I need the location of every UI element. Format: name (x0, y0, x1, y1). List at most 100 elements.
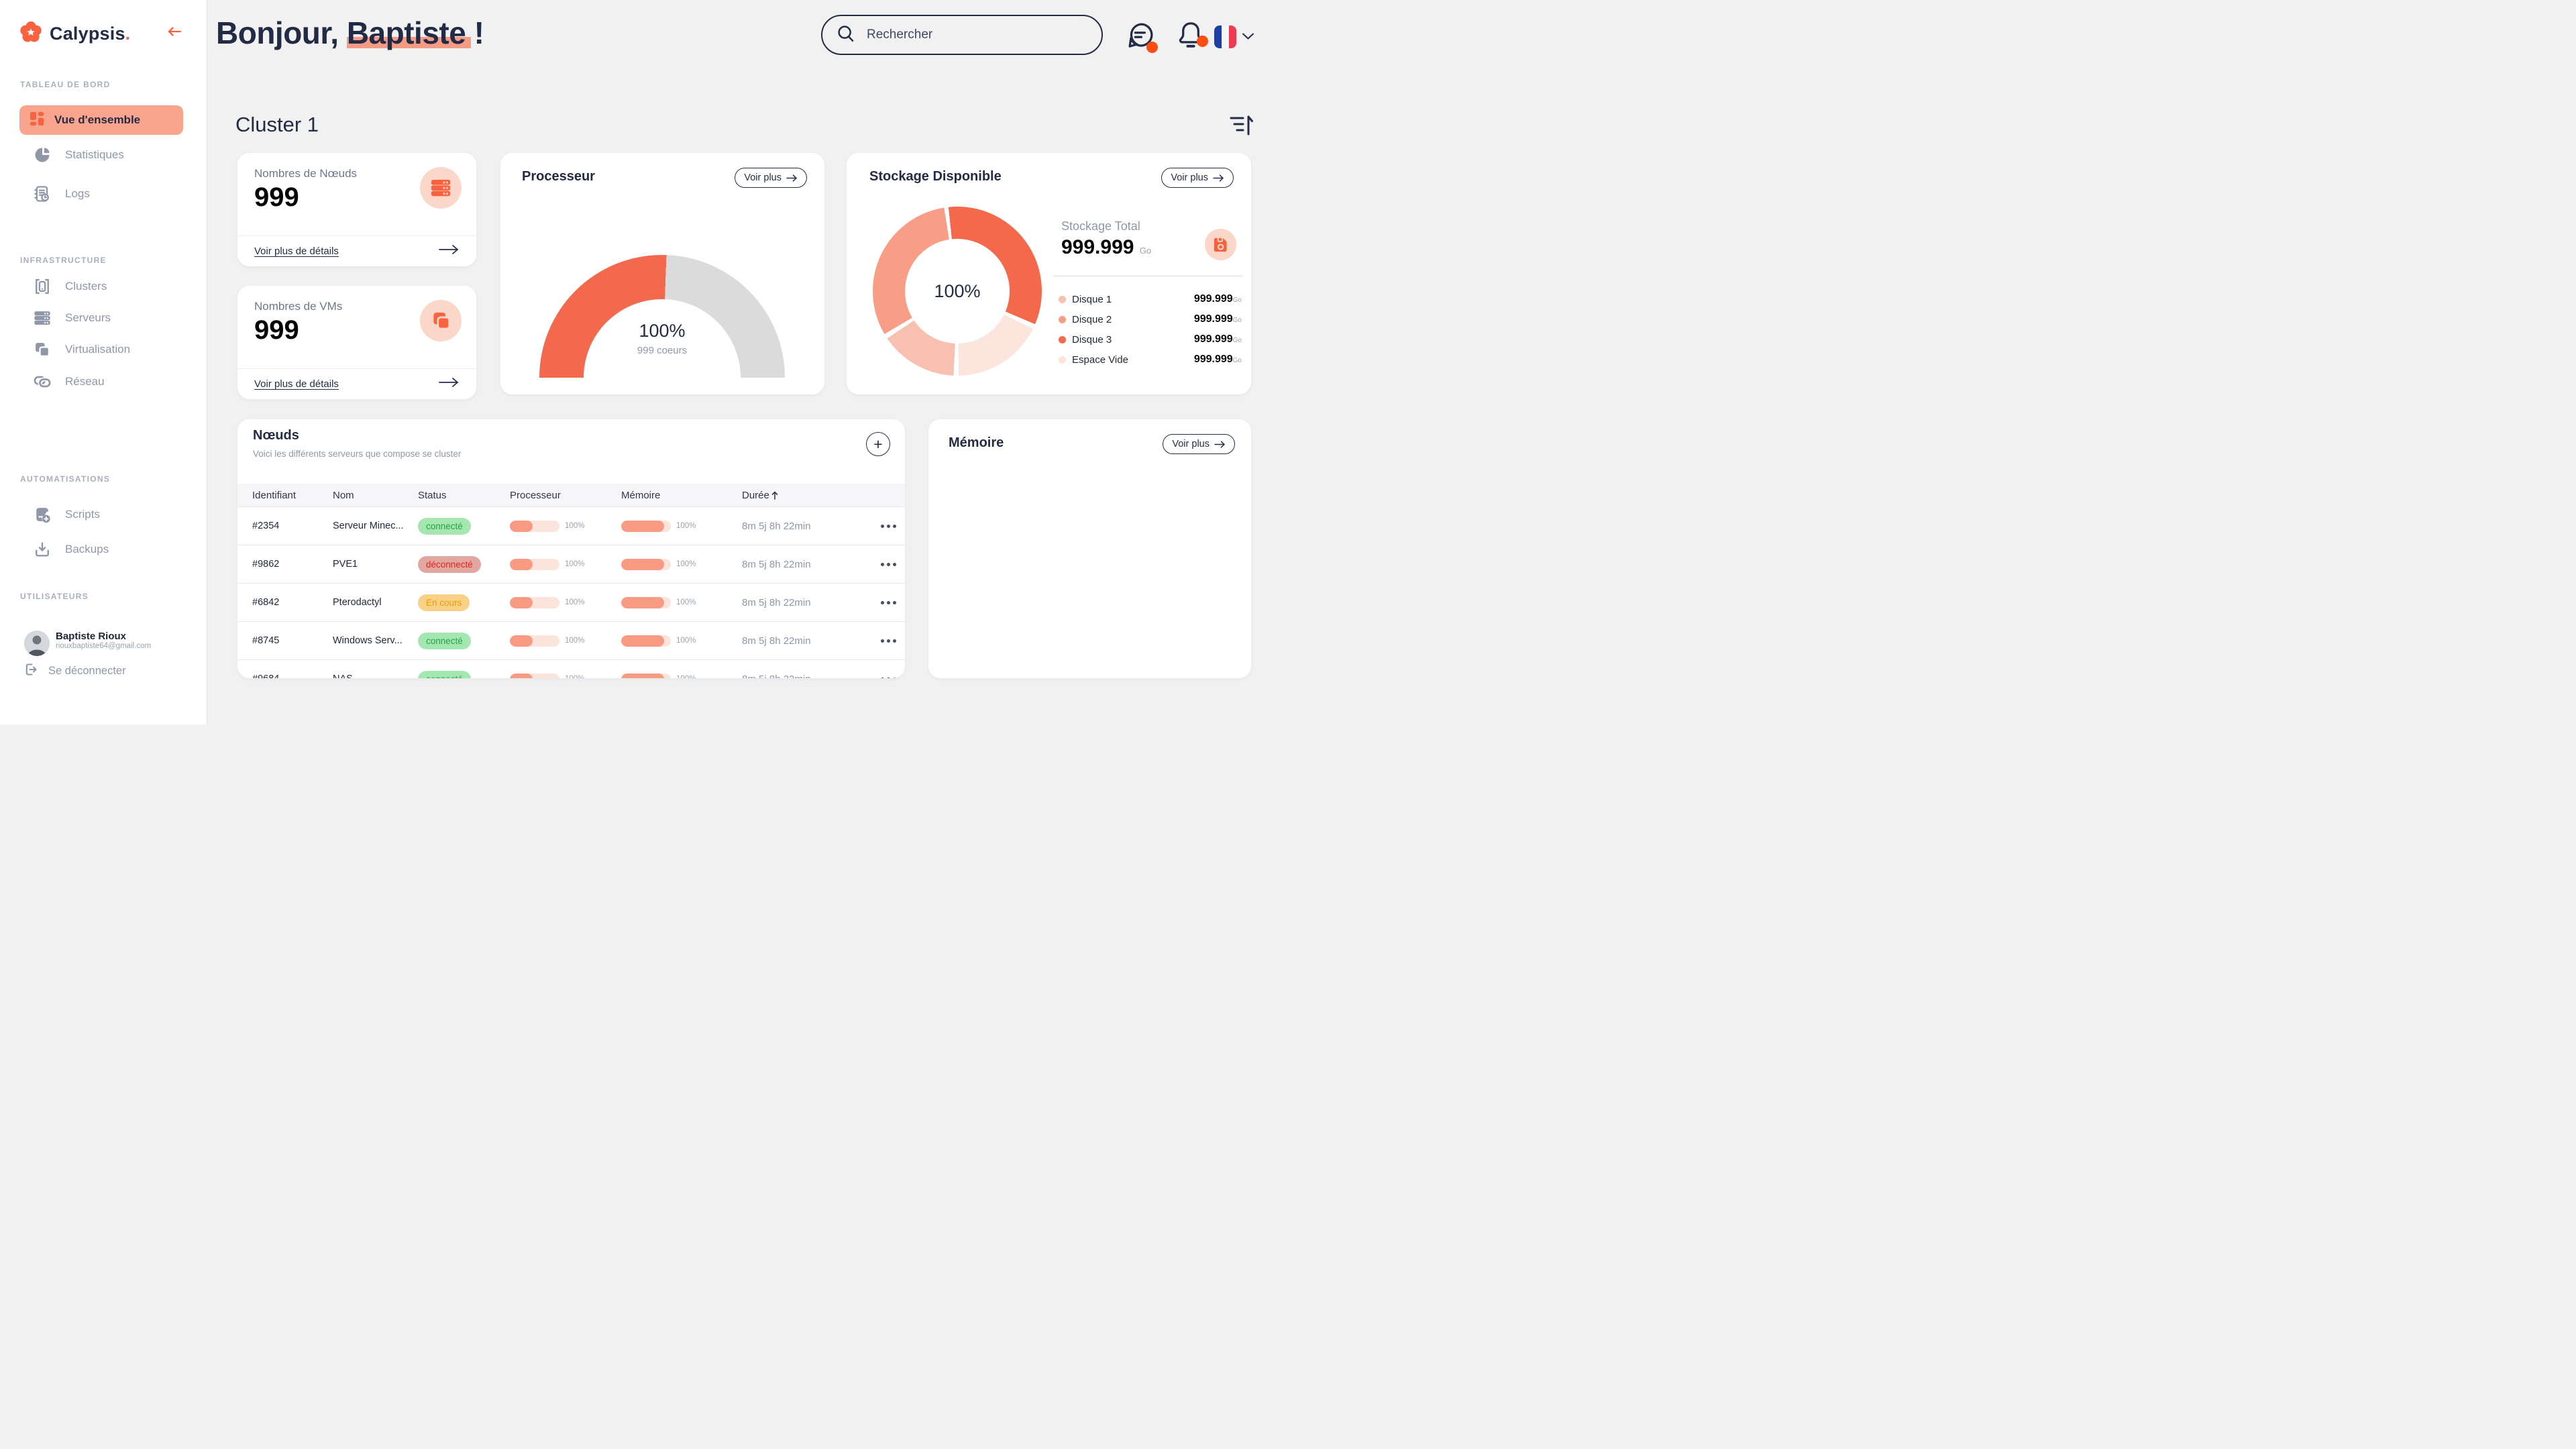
virtualization-icon (32, 339, 52, 360)
sidebar-collapse-arrow-icon[interactable] (167, 27, 182, 40)
card-title: Stockage Disponible (869, 169, 1002, 184)
sidebar: Calypsis. TABLEAU DE BORD Vue d'ensemble… (0, 0, 207, 724)
brand-logo: Calypsis. (19, 21, 130, 47)
user-profile[interactable]: Baptiste Rioux riouxbaptiste64@gmail.com (24, 631, 151, 656)
servers-icon (32, 308, 52, 328)
memory-progress-bar (621, 558, 671, 570)
floppy-disk-icon (1205, 229, 1236, 260)
cpu-progress-bar (510, 558, 559, 570)
arrow-right-icon (438, 377, 460, 391)
memory-progress-bar (621, 635, 671, 647)
notifications-bell-button[interactable] (1175, 19, 1208, 53)
memory-see-more-button[interactable]: Voir plus (1163, 434, 1235, 454)
card-title: Mémoire (949, 435, 1004, 450)
sidebar-item-scripts[interactable]: Scripts (32, 504, 100, 525)
legend-dot (1059, 315, 1066, 323)
table-row[interactable]: #9862 PVE1 déconnecté 100% 100% 8m 5j 8h… (237, 545, 905, 584)
arrow-right-icon (438, 244, 460, 258)
sidebar-item-label: Logs (65, 187, 90, 200)
messages-button[interactable] (1126, 20, 1158, 54)
legend-item: Disque 3 999.999Go (1059, 329, 1242, 350)
sidebar-item-serveurs[interactable]: Serveurs (32, 308, 111, 328)
sidebar-item-backups[interactable]: Backups (32, 539, 109, 559)
network-links-icon (32, 372, 52, 392)
sidebar-item-label: Réseau (65, 375, 105, 388)
flower-logo-icon (19, 21, 42, 47)
section-label-infrastructure: INFRASTRUCTURE (20, 256, 107, 265)
cpu-progress-bar (510, 520, 559, 532)
nodes-table: Identifiant Nom Status Processeur Mémoir… (237, 484, 905, 678)
row-menu-button[interactable] (872, 524, 905, 528)
user-name: Baptiste Rioux (56, 631, 127, 642)
memory-progress-bar (621, 673, 671, 678)
storage-see-more-button[interactable]: Voir plus (1161, 168, 1234, 188)
sort-by-duration[interactable]: Durée (742, 490, 872, 501)
cpu-progress-bar (510, 596, 559, 608)
language-flag-fr-icon[interactable] (1214, 25, 1236, 48)
nodes-count-card: Nombres de Nœuds 999 Voir plus de détail… (237, 153, 476, 266)
add-node-button[interactable]: + (866, 432, 890, 456)
dashboard-grid-icon (30, 111, 44, 129)
table-row[interactable]: #8745 Windows Serv... connecté 100% 100%… (237, 622, 905, 660)
backup-download-icon (32, 539, 52, 559)
vm-stack-icon (420, 300, 462, 341)
table-row[interactable]: #6842 Pterodactyl En cours 100% 100% 8m … (237, 584, 905, 622)
messages-notification-dot (1146, 42, 1158, 53)
row-menu-button[interactable] (872, 600, 905, 604)
legend-item: Disque 1 999.999Go (1059, 289, 1242, 309)
nodes-count-value: 999 (254, 182, 299, 212)
cpu-progress-bar (510, 635, 559, 647)
processor-card: Processeur Voir plus 100% 999 coeurs (500, 153, 824, 394)
legend-dot (1059, 356, 1066, 364)
server-stack-icon (420, 167, 462, 209)
arrow-right-icon (1213, 174, 1224, 182)
memory-card: Mémoire Voir plus (928, 419, 1251, 678)
vms-details-link[interactable]: Voir plus de détails (237, 368, 476, 399)
search-bar[interactable] (821, 15, 1103, 55)
legend-item: Espace Vide 999.999Go (1059, 350, 1242, 370)
table-row[interactable]: #9684 NAS connecté 100% 100% 8m 5j 8h 22… (237, 660, 905, 678)
status-badge: En cours (418, 594, 470, 611)
sidebar-item-label: Scripts (65, 508, 100, 521)
sidebar-item-vue-densemble[interactable]: Vue d'ensemble (19, 105, 183, 135)
logout-button[interactable]: Se déconnecter (23, 661, 126, 681)
storage-percent-value: 100% (934, 280, 981, 301)
row-menu-button[interactable] (872, 562, 905, 566)
sidebar-item-statistiques[interactable]: Statistiques (32, 145, 124, 165)
processor-see-more-button[interactable]: Voir plus (735, 168, 807, 188)
search-icon (836, 23, 856, 47)
legend-dot (1059, 335, 1066, 343)
logs-icon (32, 184, 52, 204)
sidebar-item-label: Clusters (65, 280, 107, 292)
row-menu-button[interactable] (872, 639, 905, 643)
storage-card: Stockage Disponible Voir plus 100% Stock… (847, 153, 1251, 394)
logout-icon (23, 661, 39, 681)
sidebar-item-label: Statistiques (65, 148, 124, 161)
status-badge: connecté (418, 517, 471, 535)
vms-count-card: Nombres de VMs 999 Voir plus de détails (237, 286, 476, 399)
row-menu-button[interactable] (872, 677, 905, 678)
sidebar-item-label: Vue d'ensemble (54, 113, 141, 126)
sort-filter-icon[interactable] (1229, 114, 1256, 140)
table-header-row: Identifiant Nom Status Processeur Mémoir… (237, 484, 905, 507)
avatar (24, 631, 50, 656)
status-badge: connecté (418, 632, 471, 649)
table-subtitle: Voici les différents serveurs que compos… (253, 449, 462, 459)
pie-chart-icon (32, 145, 52, 165)
table-row[interactable]: #2354 Serveur Minec... connecté 100% 100… (237, 507, 905, 545)
language-chevron-down-icon[interactable] (1242, 32, 1254, 44)
arrow-right-icon (786, 174, 797, 182)
main-content: Bonjour, Baptiste ! Cluster 1 (207, 0, 1288, 724)
sidebar-item-logs[interactable]: Logs (32, 184, 90, 204)
sidebar-item-reseau[interactable]: Réseau (32, 372, 105, 392)
nodes-details-link[interactable]: Voir plus de détails (237, 235, 476, 266)
arrow-right-icon (1214, 440, 1225, 448)
storage-donut-chart: 100% (873, 207, 1042, 376)
nodes-table-card: Nœuds Voici les différents serveurs que … (237, 419, 905, 678)
status-badge: connecté (418, 670, 471, 678)
sidebar-item-clusters[interactable]: Clusters (32, 276, 107, 297)
memory-progress-bar (621, 520, 671, 532)
sidebar-item-virtualisation[interactable]: Virtualisation (32, 339, 130, 360)
legend-item: Disque 2 999.999Go (1059, 309, 1242, 329)
search-input[interactable] (865, 27, 1069, 43)
